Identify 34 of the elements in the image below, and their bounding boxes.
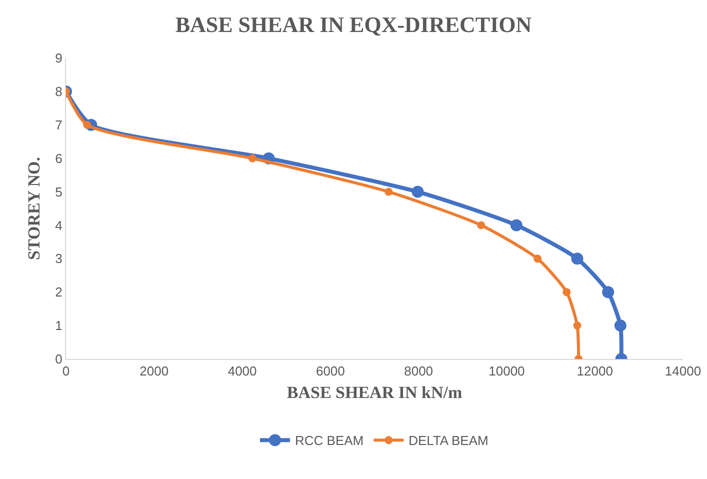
y-tick-label: 2 bbox=[55, 284, 62, 300]
y-tick-label: 0 bbox=[55, 352, 62, 367]
point bbox=[602, 286, 614, 298]
legend-label: DELTA BEAM bbox=[408, 433, 488, 448]
point bbox=[384, 188, 393, 196]
y-tick-label: 9 bbox=[55, 50, 62, 66]
x-tick-label: 4000 bbox=[228, 364, 257, 379]
y-tick-label: 5 bbox=[55, 184, 62, 200]
x-axis-title: BASE SHEAR IN kN/m bbox=[286, 383, 462, 402]
point bbox=[534, 254, 542, 263]
y-tick-label: 4 bbox=[55, 218, 62, 233]
y-tick-label: 1 bbox=[55, 318, 62, 334]
x-tick-label: 14000 bbox=[664, 364, 702, 379]
point bbox=[412, 186, 424, 198]
point bbox=[510, 219, 522, 232]
y-tick-label: 3 bbox=[55, 251, 62, 266]
legend-label: RCC BEAM bbox=[295, 433, 364, 448]
point bbox=[83, 120, 92, 129]
point bbox=[477, 221, 486, 230]
point bbox=[562, 288, 571, 296]
point bbox=[573, 322, 582, 330]
x-tick-label: 8000 bbox=[404, 364, 434, 379]
point bbox=[571, 252, 584, 265]
x-tick-label: 2000 bbox=[140, 364, 169, 379]
x-tick-label: 12000 bbox=[576, 364, 613, 379]
y-tick-label: 6 bbox=[55, 150, 62, 166]
y-axis-title: STOREY NO. bbox=[24, 157, 44, 260]
chart-title: BASE SHEAR IN EQX-DIRECTION bbox=[175, 12, 532, 38]
point bbox=[614, 320, 626, 332]
point bbox=[248, 154, 256, 162]
y-tick-label: 8 bbox=[55, 84, 62, 99]
x-tick-label: 6000 bbox=[316, 364, 345, 379]
x-tick-label: 10000 bbox=[488, 364, 525, 379]
y-tick-label: 7 bbox=[55, 117, 62, 132]
